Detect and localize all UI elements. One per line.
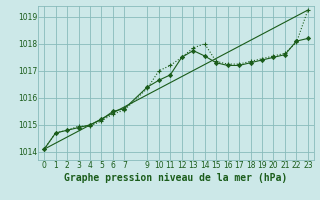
X-axis label: Graphe pression niveau de la mer (hPa): Graphe pression niveau de la mer (hPa) xyxy=(64,173,288,183)
